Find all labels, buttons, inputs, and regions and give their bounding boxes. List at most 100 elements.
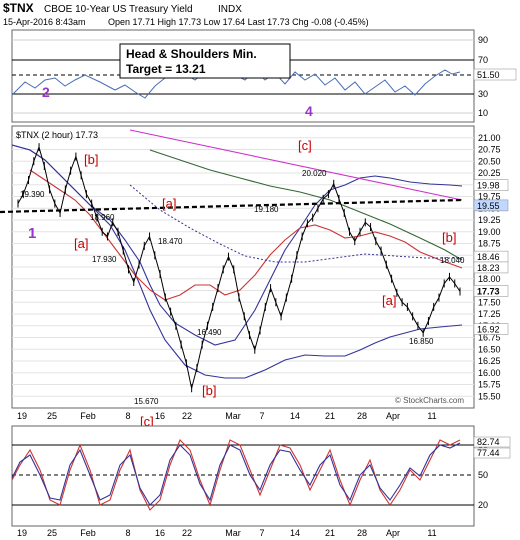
neckline — [0, 198, 463, 214]
x-tick-label: 22 — [182, 411, 192, 421]
chart-name: CBOE 10-Year US Treasury Yield — [44, 4, 193, 15]
value-tag-text: 17.73 — [477, 286, 500, 296]
wave-c-feb: [c] — [140, 414, 154, 429]
x-tick-label: 7 — [259, 411, 264, 421]
value-tag-box — [473, 179, 509, 191]
chart-quote: Open 17.71 High 17.73 Low 17.64 Last 17.… — [108, 17, 369, 27]
watermark: © StockCharts.com — [395, 396, 464, 405]
main-tick-label: 16.75 — [478, 333, 501, 343]
annotation-line2: Target = 13.21 — [126, 62, 206, 76]
price-label-18960: 18.960 — [90, 213, 115, 222]
wave-label-2: 2 — [42, 84, 50, 100]
x-tick-label: 7 — [259, 528, 264, 538]
wave-b-feb: [b] — [202, 383, 216, 398]
price-label-20020: 20.020 — [302, 169, 327, 178]
wave-label-4: 4 — [305, 103, 313, 119]
x-tick-label: 25 — [47, 411, 57, 421]
value-tag-box — [473, 285, 509, 297]
main-panel: 21.0020.7520.5020.2520.0019.7519.5019.25… — [0, 125, 509, 409]
bottom-panel: 805020 82.74 77.44 — [11, 425, 511, 527]
main-tick-label: 15.50 — [478, 391, 501, 401]
price-label-15670: 15.670 — [134, 397, 159, 406]
chart-exchange: INDX — [218, 4, 242, 15]
stoch-red — [11, 439, 461, 511]
top-tick-label: 90 — [478, 35, 488, 45]
x-tick-label: 8 — [125, 411, 130, 421]
x-tick-label: Feb — [80, 528, 96, 538]
wave-c-mar: [c] — [298, 138, 312, 153]
x-tick-label: 14 — [290, 528, 300, 538]
top-last-tag: 51.50 — [477, 70, 500, 80]
lower-band — [11, 144, 463, 379]
value-tag-box — [473, 323, 509, 335]
top-tick-label: 70 — [478, 55, 488, 65]
x-tick-label: 22 — [182, 528, 192, 538]
wave-b-jan: [b] — [84, 152, 98, 167]
main-tick-label: 19.25 — [478, 215, 501, 225]
price-label-19390: 19.390 — [20, 190, 45, 199]
main-tick-label: 17.25 — [478, 309, 501, 319]
main-tick-label: 20.25 — [478, 168, 501, 178]
x-tick-label: Mar — [225, 411, 241, 421]
main-tick-label: 16.00 — [478, 368, 501, 378]
wave-a-apr: [a] — [382, 293, 396, 308]
x-tick-label: 19 — [17, 411, 27, 421]
main-tick-label: 16.25 — [478, 356, 501, 366]
price-label-18040: 18.040 — [440, 256, 465, 265]
wave-b-apr: [b] — [442, 230, 456, 245]
price-label-18470: 18.470 — [158, 237, 183, 246]
x-tick-label: 21 — [325, 411, 335, 421]
x-axis-labels: 19 25 Feb 8 16 22 Mar 7 14 21 28 Apr 11 — [17, 411, 437, 421]
x-tick-label: Apr — [386, 411, 400, 421]
main-tick-label: 20.75 — [478, 145, 501, 155]
value-tag-box — [473, 261, 509, 274]
bottom-tick-label: 50 — [478, 470, 488, 480]
x-tick-label: 11 — [427, 411, 436, 421]
main-tick-label: 17.50 — [478, 297, 501, 307]
price-label-16490: 16.490 — [197, 328, 222, 337]
bottom-tag-2: 77.44 — [477, 448, 500, 458]
magenta-trend — [129, 129, 463, 201]
value-tag-text: 18.23 — [477, 263, 500, 273]
main-gridlines — [12, 137, 474, 397]
main-tick-label: 18.00 — [478, 274, 501, 284]
value-tag-text: 19.98 — [477, 181, 500, 191]
main-tick-label: 20.50 — [478, 156, 501, 166]
ma-short — [29, 169, 463, 301]
bottom-tag-1: 82.74 — [477, 437, 500, 447]
top-panel: 90 70 30 10 Head & Shoulders Min. Target = … — [11, 29, 517, 123]
x-tick-label: 14 — [290, 411, 300, 421]
stoch-blue — [11, 442, 461, 506]
x-tick-label: 11 — [427, 528, 436, 538]
main-tick-label: 21.00 — [478, 133, 501, 143]
x-axis-labels-bottom: 19 25 Feb 8 16 22 Mar 7 14 21 28 Apr 11 — [17, 528, 437, 538]
value-tag-box — [473, 199, 509, 212]
value-tag-text: 18.46 — [477, 252, 500, 262]
top-indicator-line — [11, 67, 461, 99]
x-tick-label: Feb — [80, 411, 96, 421]
chart-datetime: 15-Apr-2016 8:43am — [3, 17, 86, 27]
price-label-17930: 17.930 — [92, 255, 117, 264]
main-tick-label: 19.75 — [478, 192, 501, 202]
x-tick-label: Mar — [225, 528, 241, 538]
top-tick-label: 10 — [478, 108, 488, 118]
x-tick-label: 28 — [357, 528, 367, 538]
x-tick-label: 21 — [325, 528, 335, 538]
x-tick-label: 16 — [155, 411, 165, 421]
x-tick-label: 16 — [155, 528, 165, 538]
x-tick-label: 25 — [47, 528, 57, 538]
price-marks — [17, 143, 461, 393]
price-label-16850: 16.850 — [409, 337, 434, 346]
top-axis-ticks: 90 70 30 10 — [478, 35, 488, 118]
wave-1: 1 — [28, 225, 36, 242]
main-tick-label: 18.75 — [478, 239, 501, 249]
main-legend: $TNX (2 hour) 17.73 — [16, 130, 98, 140]
dotted-ma — [129, 184, 462, 263]
x-tick-label: 19 — [17, 528, 27, 538]
ma-long — [149, 149, 463, 261]
bottom-tick-label: 20 — [478, 500, 488, 510]
main-tick-label: 19.00 — [478, 227, 501, 237]
price-label-19180: 19.180 — [254, 205, 279, 214]
